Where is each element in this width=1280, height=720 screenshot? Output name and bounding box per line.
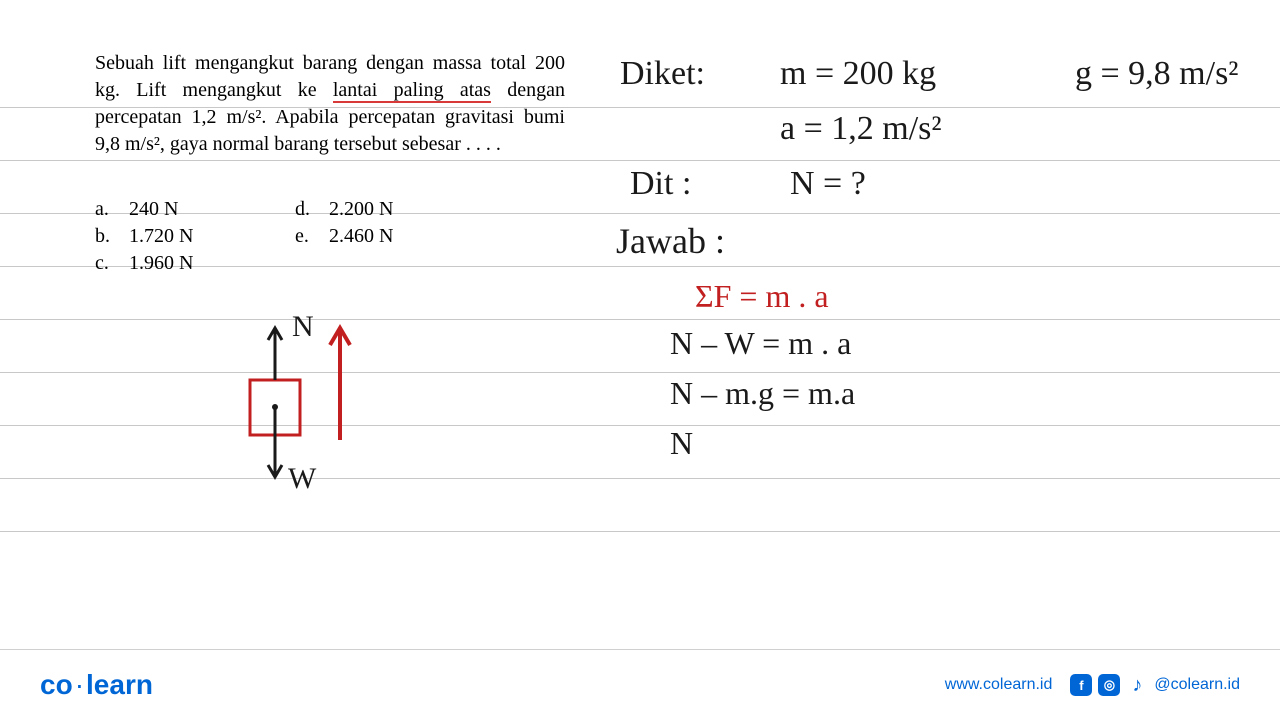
question-text: Sebuah lift mengangkut barang dengan mas…: [95, 50, 565, 158]
hw-sigma-f: ΣF = m . a: [695, 278, 829, 315]
option-value: 240 N: [129, 198, 178, 221]
diagram-n-label: N: [292, 310, 314, 344]
option-letter: d.: [295, 198, 315, 221]
social-handle[interactable]: @colearn.id: [1154, 676, 1240, 694]
logo-co: co: [40, 669, 73, 700]
logo-dot: ·: [73, 669, 86, 700]
question-underlined: lantai paling atas: [333, 79, 491, 103]
option-letter: c.: [95, 252, 115, 275]
footer-right: www.colearn.id f ◎ ♪ @colearn.id: [945, 674, 1240, 696]
hw-diket-label: Diket:: [620, 55, 705, 93]
hw-acceleration: a = 1,2 m/s²: [780, 110, 942, 148]
brand-logo: co·learn: [40, 669, 153, 701]
facebook-icon[interactable]: f: [1070, 674, 1092, 696]
option-b: b. 1.720 N: [95, 225, 295, 248]
option-e: e. 2.460 N: [295, 225, 495, 248]
option-value: 1.960 N: [129, 252, 193, 275]
hw-n-minus-mg: N – m.g = m.a: [670, 375, 855, 412]
hw-jawab-label: Jawab :: [616, 220, 725, 262]
free-body-diagram: N W: [200, 300, 400, 500]
option-d: d. 2.200 N: [295, 198, 495, 221]
option-letter: e.: [295, 225, 315, 248]
tiktok-icon[interactable]: ♪: [1126, 674, 1148, 696]
option-letter: b.: [95, 225, 115, 248]
option-value: 2.460 N: [329, 225, 393, 248]
answer-options: a. 240 N d. 2.200 N b. 1.720 N e. 2.460 …: [95, 198, 495, 275]
hw-n-minus-w: N – W = m . a: [670, 325, 851, 362]
footer: co·learn www.colearn.id f ◎ ♪ @colearn.i…: [0, 650, 1280, 720]
hw-n-question: N = ?: [790, 165, 866, 203]
instagram-icon[interactable]: ◎: [1098, 674, 1120, 696]
hw-n-final: N: [670, 425, 693, 462]
option-a: a. 240 N: [95, 198, 295, 221]
option-c: c. 1.960 N: [95, 252, 295, 275]
option-letter: a.: [95, 198, 115, 221]
diagram-w-label: W: [288, 462, 316, 496]
hw-dit-label: Dit :: [630, 165, 691, 203]
option-value: 1.720 N: [129, 225, 193, 248]
hw-mass: m = 200 kg: [780, 55, 936, 93]
logo-learn: learn: [86, 669, 153, 700]
hw-gravity: g = 9,8 m/s²: [1075, 55, 1239, 93]
website-link[interactable]: www.colearn.id: [945, 676, 1053, 694]
option-value: 2.200 N: [329, 198, 393, 221]
social-icons: f ◎ ♪ @colearn.id: [1070, 674, 1240, 696]
